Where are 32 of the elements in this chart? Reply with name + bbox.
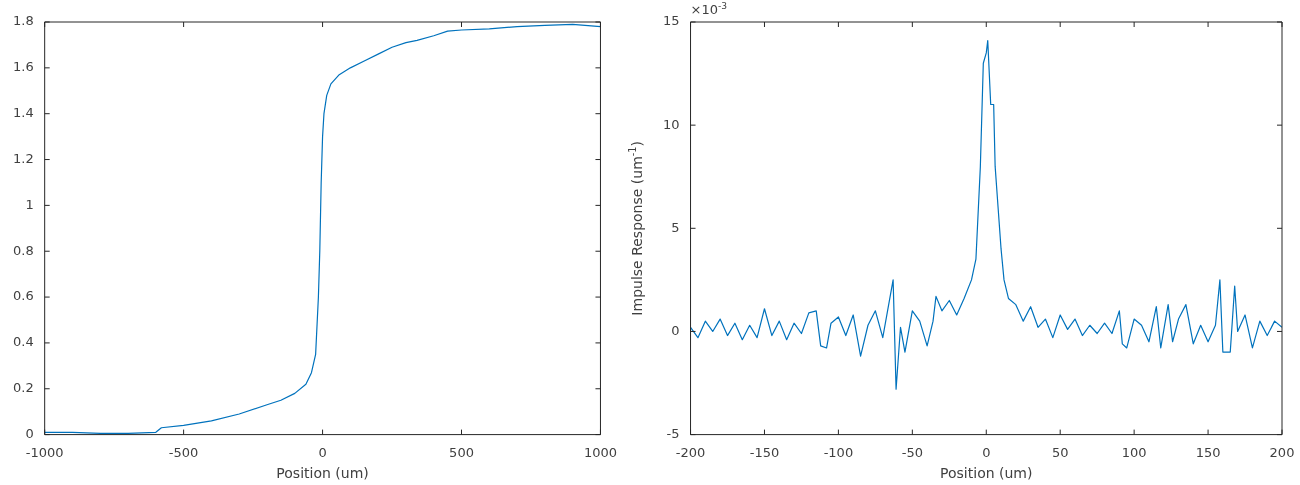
y-tick-label: 1.8	[12, 13, 34, 29]
x-tick-label: 500	[449, 444, 474, 460]
y-tick-label: 1.2	[12, 150, 34, 166]
x-tick-label: 150	[1195, 444, 1221, 460]
x-tick-label: 1000	[583, 444, 617, 460]
y-tick-label: 0.8	[12, 242, 34, 258]
y-tick-label: 5	[671, 219, 680, 235]
y-tick-label: -5	[666, 425, 680, 441]
y-tick-label: 1	[25, 196, 34, 212]
y-tick-label: 0	[25, 425, 34, 441]
y-tick-label: 0.4	[12, 334, 34, 350]
y-tick-label: 0	[671, 322, 680, 338]
x-tick-label: -150	[749, 444, 780, 460]
x-tick-label: -1000	[25, 444, 64, 460]
x-tick-label: 0	[982, 444, 991, 460]
y-tick-label: 0.6	[12, 288, 34, 304]
x-tick-label: 0	[318, 444, 327, 460]
y-tick-label: 0.2	[12, 380, 34, 396]
x-axis-title: Position (um)	[940, 465, 1033, 482]
y-tick-label: 15	[663, 13, 680, 29]
x-tick-label: -50	[901, 444, 923, 460]
y-tick-label: 1.4	[12, 105, 34, 121]
x-tick-label: 50	[1051, 444, 1069, 460]
y-tick-label: 10	[663, 116, 680, 132]
y-tick-label: 1.6	[12, 59, 34, 75]
x-axis-title: Position (um)	[276, 465, 369, 482]
x-tick-label: -500	[168, 444, 199, 460]
x-tick-label: 100	[1121, 444, 1147, 460]
x-tick-label: -100	[823, 444, 854, 460]
x-tick-label: 200	[1269, 444, 1295, 460]
x-tick-label: -200	[675, 444, 706, 460]
y-axis-title: Impulse Response (um-1)	[627, 140, 645, 316]
